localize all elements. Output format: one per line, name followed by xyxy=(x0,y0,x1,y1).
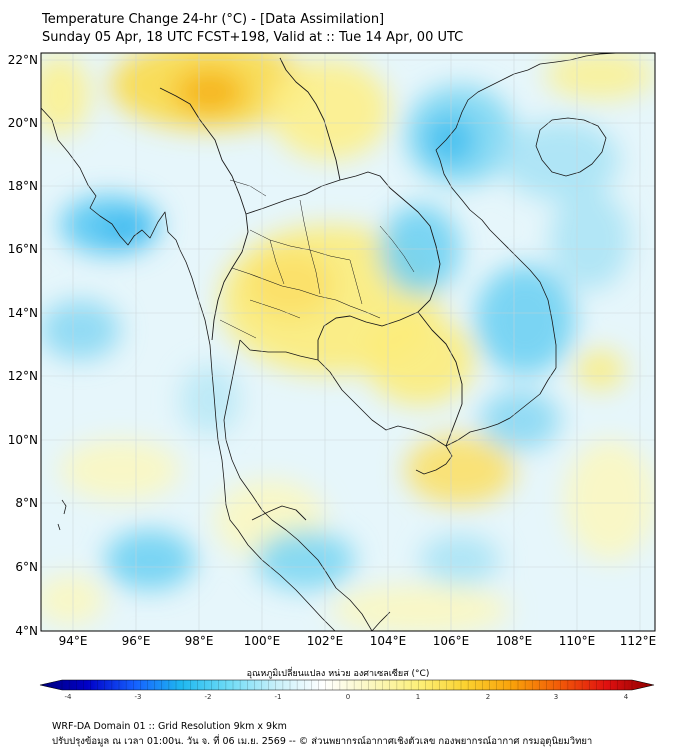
lat-tick-label: 20°N xyxy=(8,116,38,130)
colorbar-tick: -3 xyxy=(135,693,142,701)
colorbar-tick: 2 xyxy=(486,693,490,701)
lon-tick-label: 104°E xyxy=(370,634,407,648)
footer: WRF-DA Domain 01 :: Grid Resolution 9km … xyxy=(52,719,592,749)
lat-tick-label: 22°N xyxy=(8,53,38,67)
colorbar-tick: 3 xyxy=(554,693,558,701)
colorbar-tick: -1 xyxy=(275,693,282,701)
footer-update-info: ปรับปรุงข้อมูล ณ เวลา 01:00น. วัน จ. ที่… xyxy=(52,736,593,747)
colorbar-tick: -4 xyxy=(65,693,73,701)
map-title: Temperature Change 24-hr (°C) - [Data As… xyxy=(42,12,385,27)
colorbar-label: อุณหภูมิเปลี่ยนแปลง หน่วย องศาเซลเซียส (… xyxy=(246,669,430,679)
colorbar-tick: -2 xyxy=(205,693,212,701)
lat-tick-label: 14°N xyxy=(8,306,38,320)
lat-tick-label: 6°N xyxy=(15,560,38,574)
lat-tick-label: 8°N xyxy=(15,496,38,510)
lat-tick-label: 10°N xyxy=(8,433,38,447)
map-title-block: Temperature Change 24-hr (°C) - [Data As… xyxy=(42,11,463,47)
lat-tick-label: 18°N xyxy=(8,179,38,193)
lon-tick-label: 112°E xyxy=(620,634,657,648)
lon-tick-label: 102°E xyxy=(307,634,344,648)
colorbar-tick: 1 xyxy=(416,693,420,701)
map-frame xyxy=(40,52,656,632)
lat-tick-label: 16°N xyxy=(8,242,38,256)
lon-tick-label: 94°E xyxy=(59,634,88,648)
footer-model-info: WRF-DA Domain 01 :: Grid Resolution 9km … xyxy=(52,721,287,732)
colorbar: -4 -3 -2 -1 0 1 2 3 4 xyxy=(39,679,655,701)
lat-axis: 22°N 20°N 18°N 16°N 14°N 12°N 10°N 8°N 6… xyxy=(8,53,38,638)
lon-tick-label: 108°E xyxy=(496,634,533,648)
lat-tick-label: 4°N xyxy=(15,624,38,638)
lon-tick-label: 96°E xyxy=(122,634,151,648)
map-subtitle: Sunday 05 Apr, 18 UTC FCST+198, Valid at… xyxy=(42,30,464,45)
lon-tick-label: 98°E xyxy=(185,634,214,648)
lon-tick-label: 110°E xyxy=(559,634,596,648)
colorbar-tick: 4 xyxy=(624,693,629,701)
colorbar-tick: 0 xyxy=(346,693,350,701)
graticule xyxy=(41,53,655,631)
temperature-field xyxy=(41,53,655,631)
coastlines-borders xyxy=(41,53,619,631)
lon-tick-label: 106°E xyxy=(433,634,470,648)
lat-tick-label: 12°N xyxy=(8,369,38,383)
lon-axis: 94°E 96°E 98°E 100°E 102°E 104°E 106°E 1… xyxy=(59,634,657,648)
lon-tick-label: 100°E xyxy=(244,634,281,648)
